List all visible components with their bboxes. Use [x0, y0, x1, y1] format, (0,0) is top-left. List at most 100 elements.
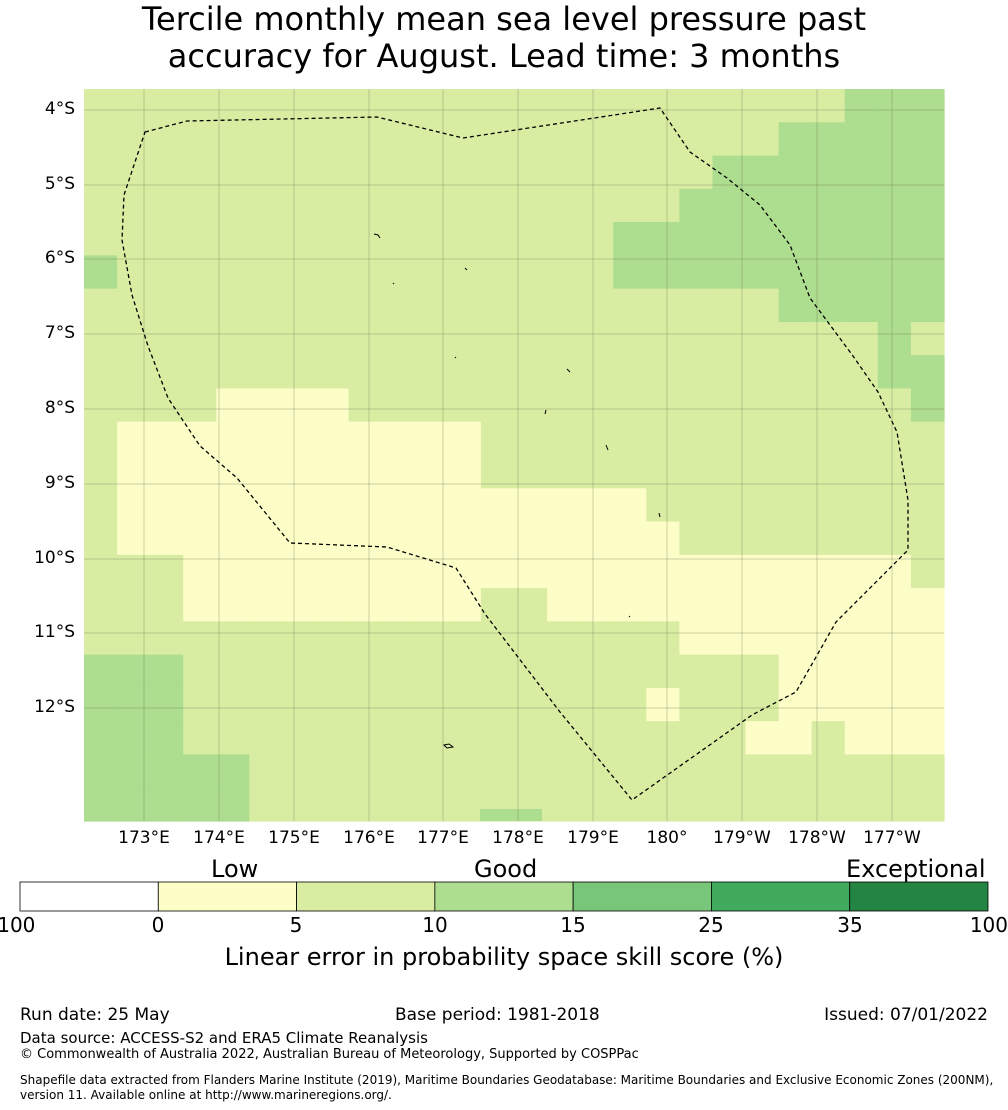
data-source: Data source: ACCESS-S2 and ERA5 Climate …: [20, 1029, 428, 1047]
grid-cell: [117, 455, 151, 489]
grid-cell: [646, 155, 680, 190]
grid-cell: [216, 721, 250, 756]
chart-title-line1: Tercile monthly mean sea level pressure …: [141, 0, 867, 38]
grid-cell: [150, 89, 184, 123]
grid-cell: [348, 122, 383, 157]
grid-cell: [844, 421, 879, 456]
grid-cell: [282, 588, 317, 622]
grid-cell: [282, 288, 317, 323]
grid-cell: [679, 288, 714, 323]
grid-cell: [348, 621, 383, 656]
grid-cell: [480, 654, 515, 689]
grid-cell: [480, 521, 515, 556]
grid-cell: [282, 455, 317, 489]
grid-cell: [547, 89, 581, 123]
grid-cell: [778, 89, 813, 123]
grid-cell: [547, 621, 581, 656]
grid-cell: [183, 222, 217, 256]
grid-cell: [480, 455, 515, 489]
grid-cell: [381, 355, 416, 390]
grid-cell: [514, 288, 548, 323]
grid-cell: [877, 787, 912, 822]
grid-cell: [811, 521, 846, 556]
grid-cell: [249, 122, 284, 157]
grid-cell: [414, 321, 449, 356]
grid-cell: [447, 222, 482, 256]
grid-cell: [447, 188, 482, 223]
island: [464, 267, 468, 271]
grid-cell: [84, 355, 118, 390]
grid-cell: [679, 754, 714, 789]
grid-cell: [613, 388, 647, 423]
grid-cell: [679, 155, 714, 190]
grid-cell: [679, 321, 714, 356]
grid-cell: [877, 222, 912, 256]
grid-cell: [348, 654, 383, 689]
grid-cell: [348, 455, 383, 489]
grid-cell: [282, 122, 317, 157]
grid-cell: [547, 654, 581, 689]
grid-cell: [877, 588, 912, 622]
grid-cell: [745, 521, 780, 556]
grid-cell: [514, 355, 548, 390]
grid-cell: [150, 255, 184, 290]
grid-cell: [679, 89, 714, 123]
grid-cell: [183, 621, 217, 656]
grid-cell: [613, 188, 647, 223]
grid-cell: [811, 588, 846, 622]
grid-cell: [877, 621, 912, 656]
grid-cell: [150, 654, 184, 689]
colorbar-tick: 25: [698, 913, 724, 937]
grid-cell: [381, 388, 416, 423]
lat-label: 10°S: [34, 548, 75, 568]
grid-cell: [646, 687, 680, 722]
grid-cell: [580, 521, 614, 556]
grid-cell: [381, 687, 416, 722]
grid-cell: [414, 288, 449, 323]
grid-cell: [811, 89, 846, 123]
grid-cell: [249, 488, 284, 523]
grid-cell: [117, 554, 151, 589]
grid-cell: [447, 687, 482, 722]
lat-label: 6°S: [44, 248, 75, 268]
grid-cell: [480, 255, 515, 290]
grid-cell: [282, 89, 317, 123]
grid-cell: [348, 155, 383, 190]
grid-cell: [447, 455, 482, 489]
grid-cell: [679, 787, 714, 822]
islands: [373, 233, 661, 749]
grid-cell: [712, 288, 747, 323]
grid-cell: [844, 122, 879, 157]
grid-cell: [613, 455, 647, 489]
grid-cell: [249, 255, 284, 290]
grid-cell: [778, 754, 813, 789]
grid-cell: [315, 787, 350, 822]
grid-cell: [712, 321, 747, 356]
grid-cell: [183, 721, 217, 756]
grid-cell: [447, 654, 482, 689]
grid-cell: [381, 554, 416, 589]
grid-cell: [646, 388, 680, 423]
grid-cell: [84, 754, 118, 789]
island: [566, 368, 571, 373]
grid-cell: [916, 89, 944, 103]
grid-cell: [712, 255, 747, 290]
grid-cell: [315, 288, 350, 323]
grid-cell: [844, 654, 879, 689]
grid-cell: [778, 222, 813, 256]
grid-cell: [712, 455, 747, 489]
grid-cell: [679, 554, 714, 589]
grid-cell: [348, 355, 383, 390]
grid-cell: [249, 155, 284, 190]
grid-cell: [117, 687, 151, 722]
grid-cell: [150, 554, 184, 589]
grid-cell: [117, 754, 151, 789]
grid-cell: [811, 621, 846, 656]
grid-cell: [84, 554, 118, 589]
grid-cell: [745, 288, 780, 323]
grid-cell: [514, 122, 548, 157]
grid-cell: [150, 188, 184, 223]
grid-cell: [844, 588, 879, 622]
grid-cell: [117, 355, 151, 390]
